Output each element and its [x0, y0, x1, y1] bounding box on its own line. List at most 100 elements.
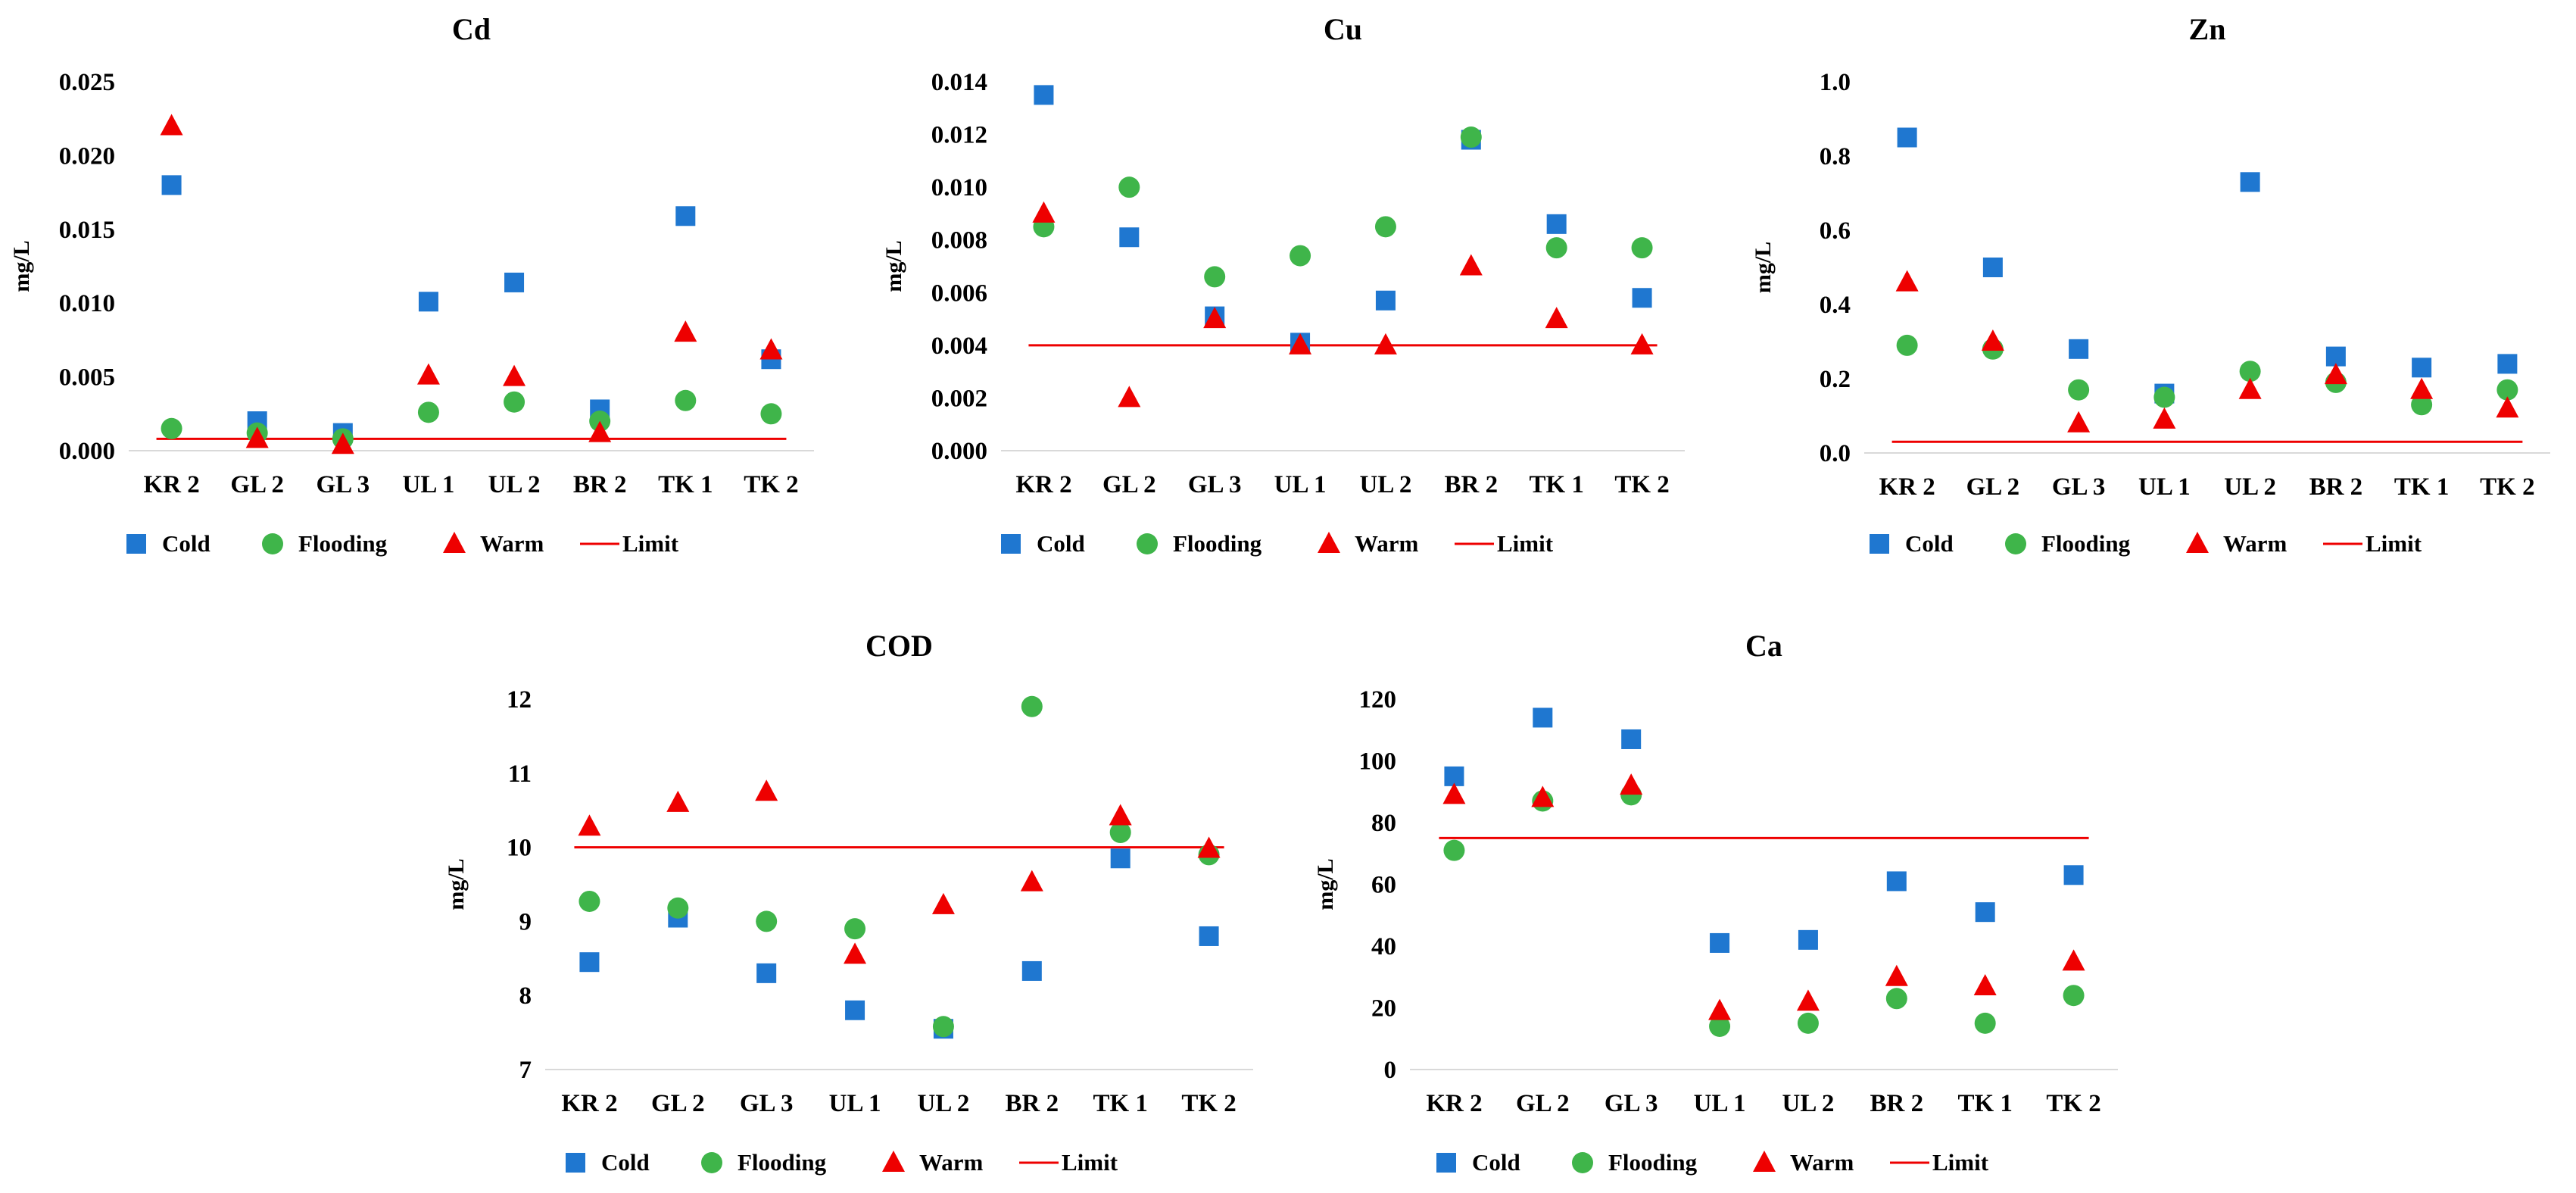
point-cold	[1621, 729, 1642, 749]
legend-warm-marker	[1753, 1151, 1776, 1172]
x-tick-label: GL 3	[740, 1090, 794, 1117]
point-cold	[418, 292, 438, 312]
legend-limit-label: Limit	[2365, 530, 2422, 557]
point-warm	[2238, 377, 2262, 399]
x-tick-label: UL 2	[1782, 1090, 1835, 1117]
y-tick-label: 20	[1371, 995, 1396, 1023]
point-flooding	[760, 403, 782, 425]
point-flooding	[844, 918, 866, 940]
legend-warm-label: Warm	[1355, 530, 1419, 557]
point-flooding	[667, 897, 689, 919]
x-tick-label: BR 2	[573, 471, 627, 498]
x-tick-label: KR 2	[143, 471, 199, 498]
legend-cold-marker	[1870, 534, 1889, 554]
point-cold	[1975, 902, 1995, 923]
point-cold	[2069, 339, 2089, 359]
point-warm	[1531, 785, 1555, 807]
x-tick-label: GL 3	[317, 471, 370, 498]
x-tick-label: KR 2	[1015, 471, 1071, 498]
y-tick-label: 0.000	[59, 438, 115, 465]
point-warm	[1020, 870, 1043, 892]
point-warm	[160, 114, 183, 136]
x-tick-label: TK 1	[2394, 473, 2449, 501]
point-cold	[1533, 707, 1553, 728]
point-warm	[331, 433, 354, 454]
legend: Cold Flooding Warm Limit	[1436, 1149, 1989, 1176]
point-warm	[2153, 407, 2176, 429]
x-tick-label: GL 3	[2052, 473, 2106, 501]
point-cold	[1886, 871, 1907, 892]
chart-title: Cd	[452, 12, 491, 46]
point-warm	[1973, 973, 1997, 995]
x-tick-label: GL 2	[1966, 473, 2020, 501]
y-tick-label: 40	[1371, 933, 1396, 960]
point-warm	[2324, 363, 2347, 385]
point-flooding	[2496, 379, 2518, 401]
x-tick-label: TK 2	[1614, 471, 1669, 498]
point-warm	[1197, 836, 1221, 858]
chart-cod: COD mg/L 7 8 9 10 11 12 KR 2 GL 2 GL 3 UL 1 UL 2 BR 2…	[444, 629, 1253, 1176]
point-flooding	[932, 1016, 954, 1038]
point-flooding	[2068, 379, 2090, 401]
legend-flooding-label: Flooding	[2041, 530, 2131, 557]
legend-cold-marker	[566, 1153, 585, 1173]
point-warm	[931, 892, 955, 914]
y-tick-label: 0.0	[1820, 440, 1851, 467]
y-tick-label: 0.6	[1820, 217, 1851, 245]
y-tick-label: 0.004	[931, 333, 987, 360]
point-cold	[161, 175, 182, 195]
x-tick-label: BR 2	[2309, 473, 2363, 501]
x-tick-label: TK 1	[658, 471, 713, 498]
point-warm	[1545, 307, 1568, 329]
legend-warm-marker	[2186, 532, 2209, 553]
x-tick-label: GL 3	[1188, 471, 1242, 498]
point-warm	[1895, 270, 1919, 292]
point-cold	[1119, 227, 1140, 248]
y-tick-label: 80	[1371, 810, 1396, 837]
point-flooding	[161, 417, 182, 439]
point-warm	[1109, 804, 1132, 826]
point-flooding	[1021, 695, 1043, 717]
y-tick-label: 0.006	[931, 280, 987, 307]
x-tick-label: UL 1	[2138, 473, 2191, 501]
point-cold	[1021, 960, 1042, 981]
x-tick-label: KR 2	[561, 1090, 617, 1117]
point-warm	[1289, 333, 1312, 354]
point-flooding	[504, 391, 525, 413]
legend-limit-label: Limit	[1497, 530, 1554, 557]
legend-flooding-label: Flooding	[1608, 1149, 1698, 1176]
chart-title: Cu	[1324, 12, 1362, 46]
point-flooding	[1290, 245, 1311, 267]
legend-cold-label: Cold	[162, 530, 211, 557]
y-tick-label: 0.015	[59, 217, 115, 244]
point-cold	[1034, 85, 1054, 105]
point-flooding	[1374, 216, 1396, 238]
x-tick-label: BR 2	[1006, 1090, 1059, 1117]
legend-flooding-label: Flooding	[1173, 530, 1262, 557]
y-tick-label: 8	[519, 982, 532, 1010]
legend-cold-marker	[1001, 534, 1021, 554]
point-warm	[2067, 411, 2091, 433]
y-tick-label: 0.2	[1820, 366, 1851, 393]
y-tick-label: 11	[508, 760, 532, 788]
point-flooding	[2411, 394, 2433, 416]
y-axis-label: mg/L	[881, 240, 906, 292]
legend-warm-label: Warm	[919, 1149, 984, 1176]
legend: Cold Flooding Warm Limit	[566, 1149, 1118, 1176]
chart-cd: Cd mg/L 0.000 0.005 0.010 0.015 0.020 0.025 KR 2…	[9, 12, 814, 557]
x-tick-label: GL 2	[651, 1090, 705, 1117]
x-tick-label: UL 1	[1274, 471, 1327, 498]
x-tick-label: TK 2	[2046, 1090, 2100, 1117]
x-tick-label: UL 2	[1360, 471, 1412, 498]
y-axis-label: mg/L	[9, 240, 34, 292]
point-warm	[666, 790, 690, 812]
x-tick-label: KR 2	[1879, 473, 1935, 501]
x-tick-label: GL 3	[1605, 1090, 1658, 1117]
x-tick-label: GL 2	[1102, 471, 1156, 498]
point-cold	[2412, 358, 2432, 378]
y-tick-label: 0.4	[1820, 292, 1851, 319]
point-warm	[2496, 396, 2519, 418]
y-tick-label: 0.014	[931, 69, 987, 96]
chart-title: Zn	[2189, 12, 2226, 46]
point-flooding	[2239, 361, 2261, 383]
